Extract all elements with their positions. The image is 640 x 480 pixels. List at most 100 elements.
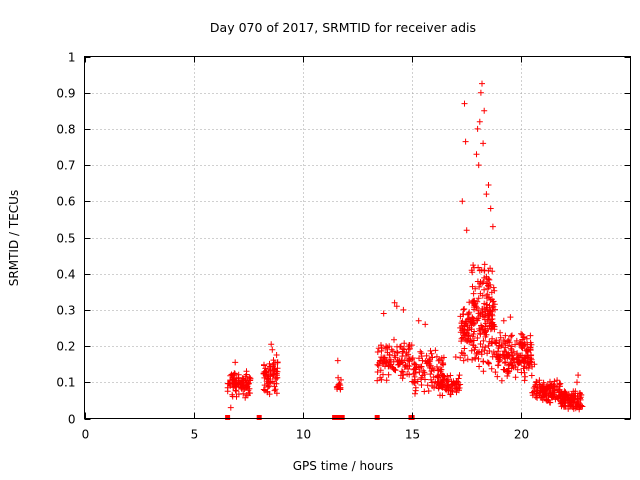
data-point	[569, 392, 576, 399]
data-point	[261, 374, 268, 381]
data-point	[479, 344, 486, 350]
x-tick-label: 20	[514, 428, 529, 442]
data-point	[475, 264, 482, 271]
data-point	[426, 363, 433, 370]
data-point	[509, 332, 515, 339]
data-point	[479, 80, 485, 87]
data-point	[427, 371, 434, 378]
data-point	[497, 334, 504, 341]
data-point	[543, 383, 550, 390]
data-point	[421, 388, 428, 395]
data-point	[488, 289, 495, 296]
data-point	[483, 328, 489, 335]
data-point	[375, 362, 382, 369]
y-axis-label: SRMTID / TECUs	[7, 190, 21, 286]
data-point	[436, 356, 443, 363]
data-point	[428, 368, 435, 374]
data-point	[444, 373, 451, 380]
data-point	[453, 385, 460, 392]
data-point	[519, 331, 526, 338]
x-tick-label: 0	[82, 428, 90, 442]
data-point	[409, 355, 416, 361]
data-point	[495, 362, 502, 369]
data-point	[243, 371, 250, 378]
data-point	[457, 381, 464, 388]
data-point	[260, 370, 267, 377]
data-point	[483, 273, 490, 280]
data-point	[506, 339, 513, 346]
data-point	[480, 358, 487, 365]
chart-title: Day 070 of 2017, SRMTID for receiver adi…	[210, 20, 476, 35]
data-point	[261, 387, 268, 394]
data-point	[462, 138, 469, 145]
data-point	[541, 387, 548, 394]
data-point	[537, 385, 544, 392]
data-point	[497, 329, 504, 336]
data-point	[404, 371, 411, 378]
data-point	[227, 377, 234, 384]
data-point	[513, 337, 520, 344]
data-point	[261, 361, 267, 368]
data-point	[452, 354, 459, 360]
plot-frame	[84, 56, 631, 419]
data-point	[560, 403, 567, 410]
data-point	[479, 280, 486, 287]
data-point	[458, 349, 465, 356]
data-point	[503, 349, 509, 356]
y-tick-label: 1	[68, 51, 76, 65]
data-point	[265, 383, 272, 390]
data-point	[229, 393, 236, 400]
data-point	[380, 371, 386, 378]
data-point	[539, 384, 545, 391]
data-point	[533, 391, 540, 398]
data-point	[490, 303, 497, 310]
data-point	[480, 140, 487, 147]
data-point	[481, 347, 488, 354]
data-point	[232, 359, 239, 366]
data-point	[496, 357, 503, 364]
data-point	[481, 316, 488, 323]
data-point	[559, 399, 566, 406]
data-point	[232, 370, 238, 377]
data-point	[486, 276, 493, 283]
data-point	[483, 191, 490, 198]
data-point	[449, 381, 456, 388]
data-point	[485, 283, 492, 290]
data-point	[481, 261, 488, 268]
data-point	[458, 335, 465, 342]
data-point	[375, 345, 382, 352]
data-point	[418, 374, 425, 381]
data-point	[401, 340, 408, 347]
data-point	[485, 360, 492, 366]
data-point	[461, 326, 468, 333]
data-point	[245, 380, 252, 386]
data-point	[336, 380, 343, 387]
data-point	[477, 89, 484, 96]
data-point	[480, 368, 487, 375]
y-tick-label: 0.5	[56, 232, 75, 246]
data-point	[475, 355, 482, 362]
data-point	[540, 379, 547, 386]
data-point	[403, 349, 410, 356]
data-point	[470, 321, 477, 327]
data-point	[477, 331, 484, 338]
data-point	[274, 359, 281, 366]
data-point	[482, 333, 489, 340]
grid-layer	[84, 56, 631, 419]
data-point	[574, 379, 580, 386]
data-point	[552, 396, 559, 403]
y-tick-label: 0.4	[56, 268, 75, 282]
data-point	[269, 346, 276, 353]
data-point	[418, 382, 425, 388]
data-point	[498, 377, 505, 384]
data-point	[269, 373, 276, 380]
data-point	[455, 375, 462, 382]
data-point	[431, 383, 438, 389]
data-point	[492, 369, 499, 376]
data-point	[225, 380, 232, 387]
data-point	[543, 397, 550, 404]
data-point	[577, 394, 584, 401]
data-point	[382, 345, 389, 352]
